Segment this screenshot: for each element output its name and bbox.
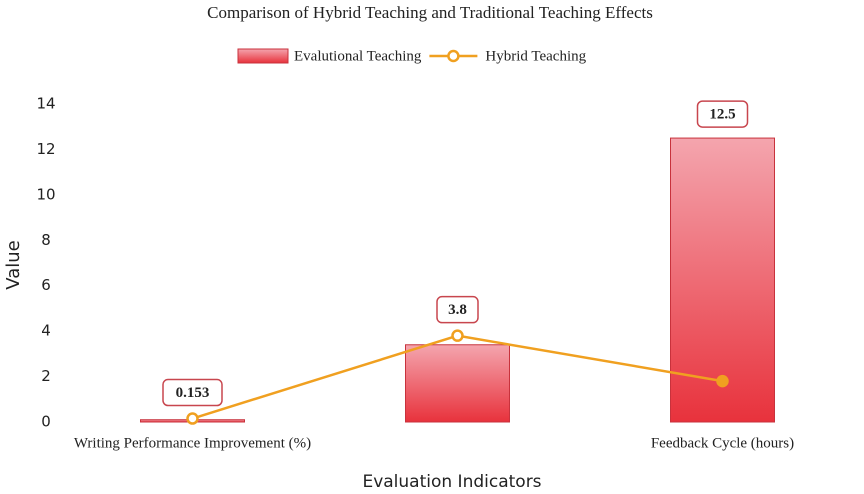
y-axis-title: Value (3, 240, 24, 289)
y-tick-label: 2 (41, 367, 51, 385)
y-tick-label: 10 (36, 185, 55, 203)
y-tick-label: 4 (41, 322, 51, 340)
legend-swatch (447, 49, 460, 63)
y-tick-label: 8 (41, 231, 51, 249)
data-label: 0.153 (176, 385, 210, 401)
x-axis-title: Evaluation Indicators (362, 472, 541, 492)
chart-title: Comparison of Hybrid Teaching and Tradit… (207, 3, 653, 22)
legend-label: Hybrid Teaching (485, 48, 586, 64)
line-point (451, 329, 464, 342)
bar (405, 344, 510, 423)
y-tick-label: 14 (36, 95, 55, 113)
x-tick-label: Writing Performance Improvement (%) (74, 435, 311, 451)
data-label: 12.5 (709, 107, 735, 123)
data-label-box (696, 100, 749, 128)
data-label-box (436, 295, 479, 324)
line-point (716, 374, 729, 388)
legend-label: Evalutional Teaching (294, 48, 422, 64)
y-tick-label: 6 (41, 276, 51, 294)
data-label-box (162, 378, 223, 407)
data-label: 3.8 (448, 302, 467, 318)
y-tick-label: 12 (36, 140, 55, 158)
line-point (186, 412, 199, 425)
x-tick-label: Feedback Cycle (hours) (651, 435, 794, 451)
legend-swatch (237, 48, 289, 64)
y-tick-label: 0 (41, 413, 51, 431)
